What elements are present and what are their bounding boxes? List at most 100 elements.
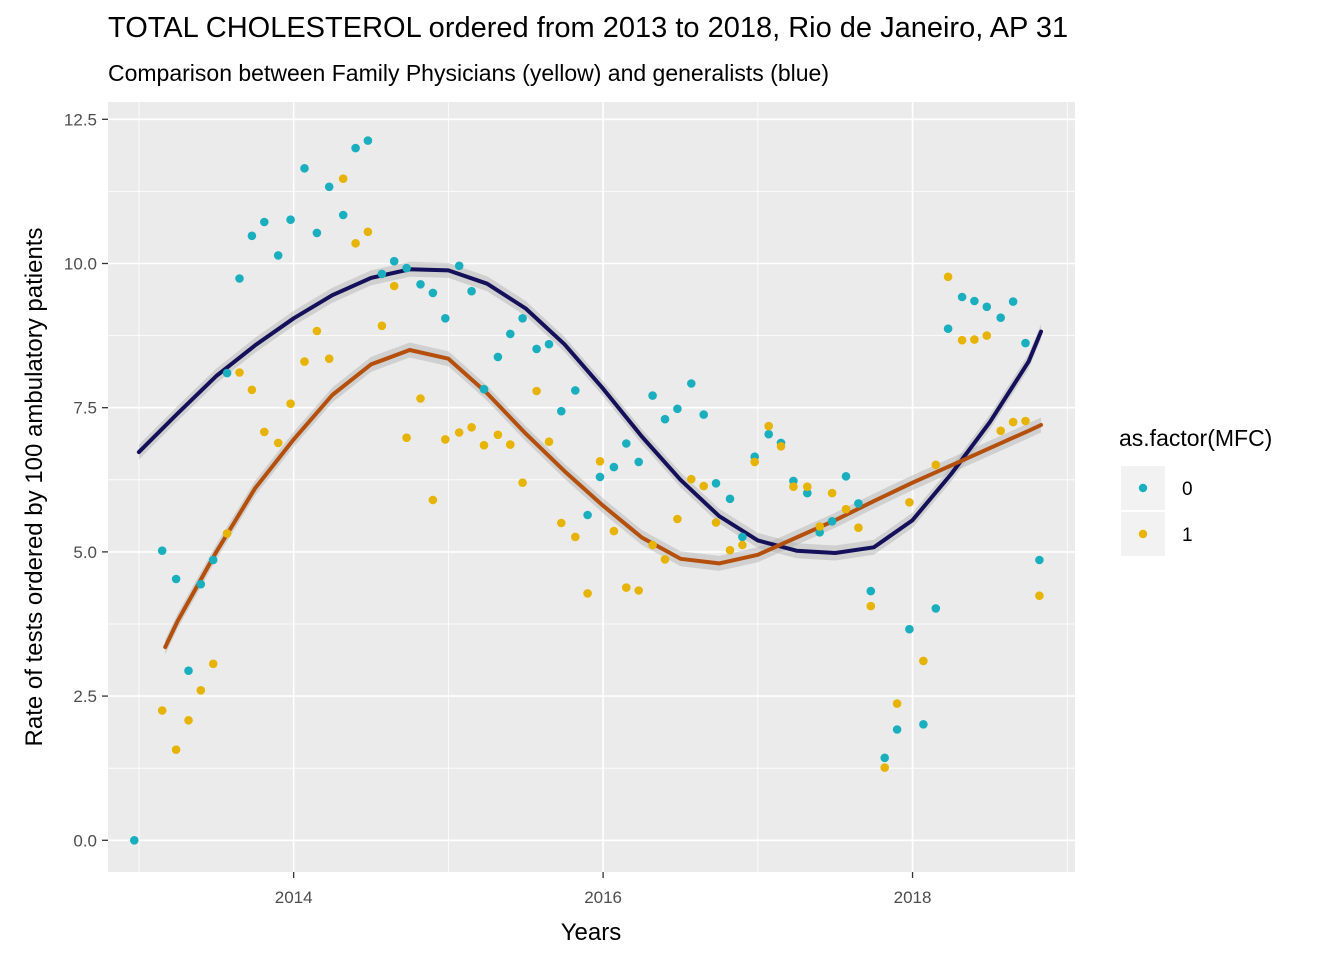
data-point-0 — [247, 231, 257, 241]
data-point-1 — [880, 763, 889, 772]
data-point-1 — [943, 272, 953, 282]
x-tick-label: 2016 — [584, 888, 622, 907]
data-point-1 — [351, 239, 360, 248]
data-point-0 — [184, 666, 193, 675]
data-point-0 — [841, 472, 851, 481]
data-point-1 — [363, 227, 373, 237]
smooth-line-1 — [163, 348, 1043, 650]
data-point-1 — [571, 532, 580, 542]
y-tick-label: 12.5 — [64, 110, 97, 129]
data-point-0 — [595, 472, 605, 482]
legend-label-0: 0 — [1182, 479, 1193, 500]
data-point-1 — [441, 435, 450, 444]
chart-subtitle: Comparison between Family Physicians (ye… — [108, 60, 829, 86]
data-point-1 — [1008, 417, 1018, 427]
data-point-1 — [467, 423, 476, 432]
data-point-0 — [609, 462, 619, 472]
data-point-0 — [338, 210, 348, 220]
y-axis-label: Rate of tests ordered by 100 ambulatory … — [21, 228, 48, 747]
data-point-1 — [286, 399, 295, 409]
data-point-1 — [803, 482, 812, 492]
data-point-0 — [389, 256, 399, 266]
x-axis-label: Years — [561, 919, 622, 946]
x-tick-label: 2014 — [275, 888, 313, 907]
data-point-1 — [660, 555, 670, 564]
data-point-1 — [970, 335, 979, 344]
legend-swatch-0 — [1138, 483, 1148, 493]
data-point-0 — [764, 429, 773, 439]
data-point-1 — [1035, 591, 1044, 600]
data-point-1 — [687, 474, 696, 484]
data-point-1 — [300, 357, 309, 366]
data-point-1 — [905, 498, 914, 507]
data-point-0 — [479, 384, 489, 394]
data-point-1 — [764, 421, 773, 431]
data-point-1 — [634, 586, 643, 595]
data-point-1 — [725, 545, 735, 555]
chart-title: TOTAL CHOLESTEROL ordered from 2013 to 2… — [108, 12, 1069, 44]
data-point-1 — [711, 518, 721, 527]
data-point-0 — [996, 313, 1005, 323]
data-point-0 — [428, 288, 438, 298]
data-point-1 — [583, 589, 592, 598]
data-point-1 — [532, 386, 541, 396]
data-point-1 — [208, 659, 218, 669]
data-point-1 — [622, 583, 631, 592]
major-gridlines — [108, 102, 1075, 872]
data-point-1 — [338, 174, 348, 183]
data-point-1 — [699, 481, 708, 491]
data-point-0 — [660, 414, 670, 424]
data-points — [130, 136, 1044, 845]
data-point-0 — [725, 494, 735, 504]
data-point-0 — [711, 479, 721, 488]
data-point-0 — [416, 280, 425, 289]
smooth-line-0 — [136, 267, 1043, 555]
data-point-0 — [866, 586, 876, 596]
data-point-1 — [479, 440, 489, 450]
data-point-0 — [919, 720, 928, 729]
data-point-0 — [905, 624, 914, 634]
data-point-1 — [815, 522, 824, 531]
legend-swatch-1 — [1138, 529, 1148, 539]
y-tick-label: 2.5 — [73, 687, 97, 706]
y-tick-label: 0.0 — [73, 831, 97, 850]
data-point-0 — [634, 457, 643, 467]
data-point-1 — [789, 482, 798, 492]
data-point-1 — [957, 335, 967, 345]
data-point-0 — [171, 574, 181, 584]
data-point-0 — [699, 410, 708, 419]
data-point-0 — [130, 836, 139, 845]
data-point-1 — [595, 457, 605, 466]
data-point-1 — [609, 526, 619, 536]
data-point-0 — [441, 314, 450, 323]
data-point-1 — [557, 518, 566, 528]
data-point-0 — [493, 352, 503, 362]
data-point-0 — [571, 386, 580, 395]
data-point-0 — [970, 296, 979, 306]
data-point-0 — [880, 753, 889, 763]
data-point-0 — [196, 579, 206, 589]
data-point-0 — [506, 329, 515, 339]
data-point-0 — [467, 286, 476, 296]
data-point-0 — [273, 251, 283, 260]
data-point-0 — [892, 725, 902, 734]
data-point-0 — [622, 439, 631, 448]
data-point-0 — [518, 314, 527, 323]
data-point-0 — [402, 263, 411, 273]
data-point-1 — [750, 457, 759, 467]
data-point-1 — [273, 438, 283, 448]
axis-ticks: 2014 2016 2018 0.0 2.5 5.0 7.5 10.0 12.5 — [64, 110, 932, 907]
data-point-1 — [738, 540, 747, 550]
data-point-1 — [222, 529, 232, 538]
data-point-1 — [673, 514, 682, 524]
data-point-0 — [648, 391, 657, 400]
legend-title: as.factor(MFC) — [1119, 425, 1272, 451]
data-point-0 — [1008, 297, 1018, 306]
data-point-0 — [673, 404, 682, 414]
data-point-1 — [324, 354, 334, 364]
data-point-1 — [854, 523, 863, 532]
y-tick-label: 7.5 — [73, 399, 97, 418]
data-point-1 — [841, 504, 851, 514]
data-point-0 — [854, 499, 863, 508]
data-point-1 — [235, 368, 244, 377]
